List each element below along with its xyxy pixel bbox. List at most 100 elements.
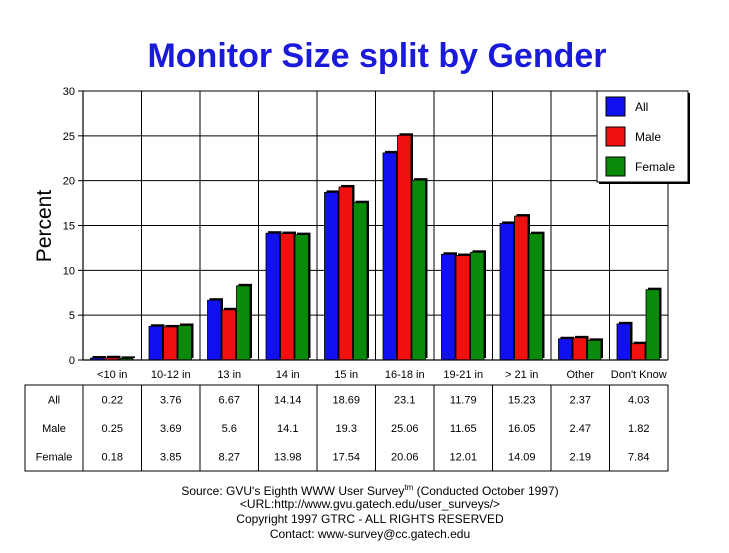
bar-male-don-t-know xyxy=(631,343,646,361)
table-cell: 11.65 xyxy=(450,423,477,435)
x-tick-label: 15 in xyxy=(334,369,358,381)
bar-female-14-in xyxy=(294,234,309,361)
footer: Source: GVU's Eighth WWW User Surveytm (… xyxy=(181,483,558,541)
bar-male-10-12-in xyxy=(163,326,178,361)
bar-male-13-in xyxy=(221,309,236,361)
x-tick-label: 16-18 in xyxy=(385,369,425,381)
table-cell: 0.22 xyxy=(102,394,123,406)
table-row-header: Female xyxy=(36,452,73,464)
table-cell: 14.09 xyxy=(508,452,536,464)
table-cell: 2.47 xyxy=(570,423,591,435)
x-tick-label: 13 in xyxy=(217,369,241,381)
y-tick-label: 10 xyxy=(63,265,75,277)
bar-all-19-21-in xyxy=(441,253,456,361)
x-tick-label: 10-12 in xyxy=(151,369,191,381)
y-tick-label: 30 xyxy=(63,86,75,98)
table-cell: 14.1 xyxy=(277,423,298,435)
table-cell: 20.06 xyxy=(391,452,419,464)
bar-male-14-in xyxy=(280,233,295,361)
bar-male-16-18-in xyxy=(397,134,412,361)
bar-shadow xyxy=(107,355,121,358)
x-tick-label: > 21 in xyxy=(505,369,538,381)
bar-female-don-t-know xyxy=(645,289,660,361)
table-cell: 4.03 xyxy=(628,394,649,406)
bar-shadow xyxy=(121,356,135,358)
legend-label-female: Female xyxy=(635,160,675,174)
bar-all-other xyxy=(558,338,573,361)
table-cell: 8.27 xyxy=(219,452,240,464)
table-cell: 25.06 xyxy=(391,423,419,435)
bar-male-15-in xyxy=(338,186,353,361)
chart-title: Monitor Size split by Gender xyxy=(147,37,606,75)
bar-female-19-21-in xyxy=(470,251,485,361)
x-tick-label: 14 in xyxy=(276,369,300,381)
legend-swatch-female xyxy=(605,156,626,177)
bar-all-21-in xyxy=(499,223,514,361)
table-cell: 16.05 xyxy=(508,423,536,435)
table-cell: 2.37 xyxy=(570,394,591,406)
table-cell: 14.14 xyxy=(274,394,302,406)
bar-all-10-12-in xyxy=(148,325,163,361)
table-cell: 0.25 xyxy=(102,423,123,435)
y-tick-label: 20 xyxy=(63,176,75,188)
legend-label-male: Male xyxy=(635,130,661,144)
table-cell: 12.01 xyxy=(449,452,477,464)
bar-all-16-18-in xyxy=(382,152,397,361)
bar-all-15-in xyxy=(324,192,339,361)
table-cell: 13.98 xyxy=(274,452,302,464)
bar-male-19-21-in xyxy=(455,255,470,361)
bar-female-13-in xyxy=(236,285,251,361)
y-axis-label: Percent xyxy=(33,190,56,263)
table-cell: 15.23 xyxy=(508,394,536,406)
table-cell: 6.67 xyxy=(219,394,240,406)
source-suffix: (Conducted October 1997) xyxy=(413,484,558,498)
data-table: All 0.22 3.76 6.67 14.14 18.69 23.1 11.79 15.23 2… xyxy=(24,384,669,472)
table-row-header: Male xyxy=(42,423,66,435)
table-cell: 17.54 xyxy=(332,452,360,464)
contact-line: Contact: www-survey@cc.gatech.edu xyxy=(270,527,470,541)
table-cell: 18.69 xyxy=(332,394,360,406)
bar-male-other xyxy=(572,337,587,361)
bar-female-10-12-in xyxy=(177,325,192,361)
legend-label-all: All xyxy=(635,100,648,114)
bar-female-21-in xyxy=(528,233,543,361)
table-cell: 0.18 xyxy=(102,452,123,464)
table-cell: 1.82 xyxy=(628,423,649,435)
source-superscript: tm xyxy=(404,483,413,492)
table-row-header: All xyxy=(48,394,60,406)
table-cell: 2.19 xyxy=(570,452,591,464)
table-cell: 7.84 xyxy=(628,452,649,464)
bar-male-21-in xyxy=(514,215,529,361)
plot-area: 0 5 10 15 20 25 30 <10 in 10-12 in 13 in 14 in 15 i… xyxy=(63,86,669,381)
table-cell: 3.85 xyxy=(160,452,181,464)
x-tick-label: 19-21 in xyxy=(443,369,483,381)
copyright-line: Copyright 1997 GTRC - ALL RIGHTS RESERVE… xyxy=(236,512,504,526)
bar-female-15-in xyxy=(353,202,368,361)
y-tick-label: 25 xyxy=(63,131,75,143)
table-cell: 3.76 xyxy=(160,394,181,406)
legend-swatch-male xyxy=(605,126,626,147)
legend-swatch-all xyxy=(605,96,626,117)
table-cell: 11.79 xyxy=(450,394,477,406)
x-tick-label: <10 in xyxy=(97,369,127,381)
x-tick-label: Other xyxy=(566,369,594,381)
bar-all-14-in xyxy=(265,232,280,361)
legend: All Male Female xyxy=(596,90,690,184)
bar-female-16-18-in xyxy=(411,179,426,361)
table-cell: 5.6 xyxy=(222,423,237,435)
x-tick-label: Don't Know xyxy=(611,369,667,381)
source-prefix: Source: GVU's Eighth WWW User Survey xyxy=(181,484,404,498)
source-line: Source: GVU's Eighth WWW User Surveytm (… xyxy=(181,483,558,498)
y-tick-label: 0 xyxy=(69,355,75,367)
bar-all-don-t-know xyxy=(616,323,631,361)
table-cell: 23.1 xyxy=(394,394,415,406)
table-cell: 19.3 xyxy=(336,423,357,435)
bar-all-13-in xyxy=(207,299,222,361)
y-tick-label: 5 xyxy=(69,310,75,322)
bar-female-other xyxy=(587,339,602,361)
source-url: <URL:http://www.gvu.gatech.edu/user_surv… xyxy=(240,497,500,511)
bar-shadow xyxy=(92,356,106,358)
table-cell: 3.69 xyxy=(160,423,181,435)
y-tick-label: 15 xyxy=(63,221,75,233)
